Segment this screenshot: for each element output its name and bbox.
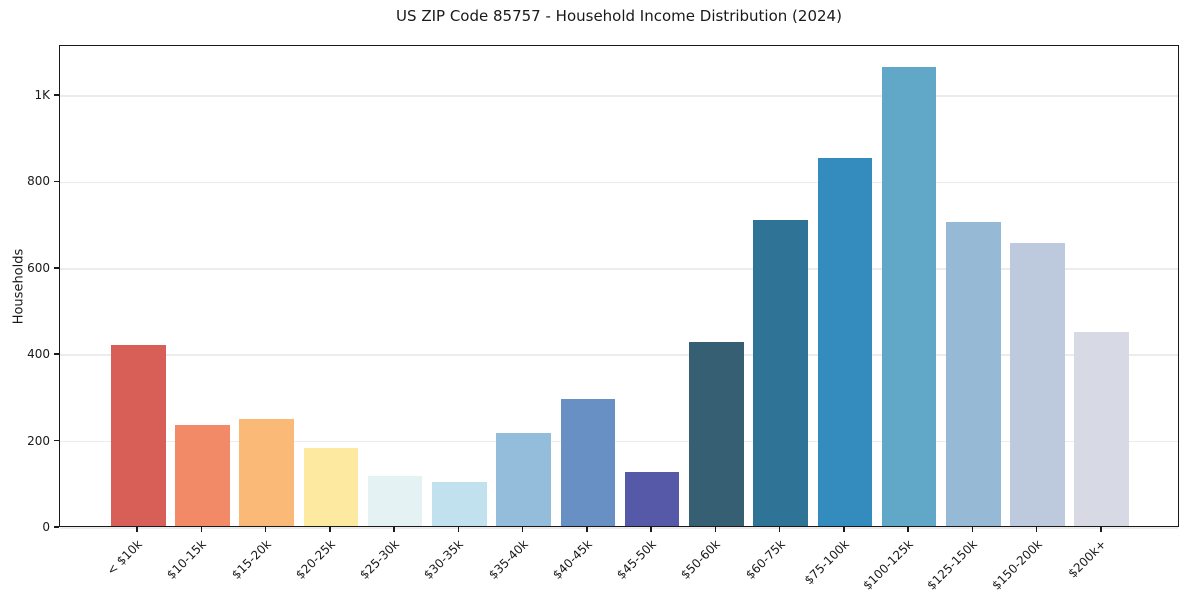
y-tick-mark bbox=[54, 526, 59, 528]
gridline bbox=[60, 440, 1178, 443]
bar bbox=[817, 158, 873, 526]
y-axis-title: Households bbox=[11, 248, 27, 325]
bar bbox=[496, 433, 551, 526]
y-tick-label: 800 bbox=[27, 174, 50, 189]
bar bbox=[753, 220, 808, 526]
x-tick-mark bbox=[714, 527, 717, 532]
y-tick-mark bbox=[54, 180, 59, 183]
x-tick-mark bbox=[843, 527, 845, 532]
gridlines-layer bbox=[60, 46, 1178, 529]
bar bbox=[1010, 242, 1065, 526]
bar bbox=[367, 475, 423, 526]
plot-area bbox=[59, 45, 1179, 529]
y-tick-label: 200 bbox=[27, 433, 50, 448]
gridline bbox=[60, 181, 1178, 184]
y-tick-label: 1K bbox=[34, 88, 50, 103]
bar bbox=[239, 419, 294, 526]
bar bbox=[432, 481, 487, 526]
x-tick-mark bbox=[393, 527, 395, 532]
gridline bbox=[60, 527, 1178, 529]
y-tick-mark bbox=[54, 267, 59, 269]
x-tick-mark bbox=[778, 527, 781, 532]
gridline bbox=[60, 268, 1178, 270]
x-tick-mark bbox=[650, 527, 652, 532]
chart-title: US ZIP Code 85757 - Household Income Dis… bbox=[396, 7, 842, 25]
x-tick-mark bbox=[136, 527, 138, 532]
bar bbox=[560, 398, 616, 526]
x-tick-mark bbox=[457, 527, 460, 532]
bars-layer bbox=[60, 46, 1178, 526]
bar bbox=[689, 342, 744, 526]
x-tick-mark bbox=[971, 527, 974, 532]
y-tick-label: 600 bbox=[27, 260, 50, 275]
y-tick-label: 0 bbox=[42, 520, 50, 534]
y-tick-mark bbox=[54, 353, 59, 355]
bar bbox=[175, 425, 230, 526]
x-tick-mark bbox=[264, 527, 267, 532]
y-tick-mark bbox=[54, 439, 59, 442]
x-tick-mark bbox=[907, 527, 909, 532]
bar bbox=[1074, 331, 1130, 526]
x-tick-label: < $10k bbox=[104, 537, 146, 578]
x-tick-mark bbox=[200, 527, 203, 532]
y-tick-label: 400 bbox=[27, 347, 50, 362]
y-tick-mark bbox=[54, 94, 59, 96]
x-tick-mark bbox=[586, 527, 588, 532]
x-tick-mark bbox=[1100, 527, 1102, 532]
bar bbox=[624, 471, 680, 526]
gridline bbox=[60, 354, 1178, 356]
bar bbox=[946, 221, 1001, 526]
x-tick-mark bbox=[521, 527, 524, 532]
bar bbox=[110, 344, 166, 526]
bar bbox=[881, 66, 937, 526]
gridline bbox=[60, 95, 1178, 97]
bar bbox=[303, 448, 359, 526]
x-tick-mark bbox=[1035, 527, 1038, 532]
x-tick-mark bbox=[329, 527, 331, 532]
